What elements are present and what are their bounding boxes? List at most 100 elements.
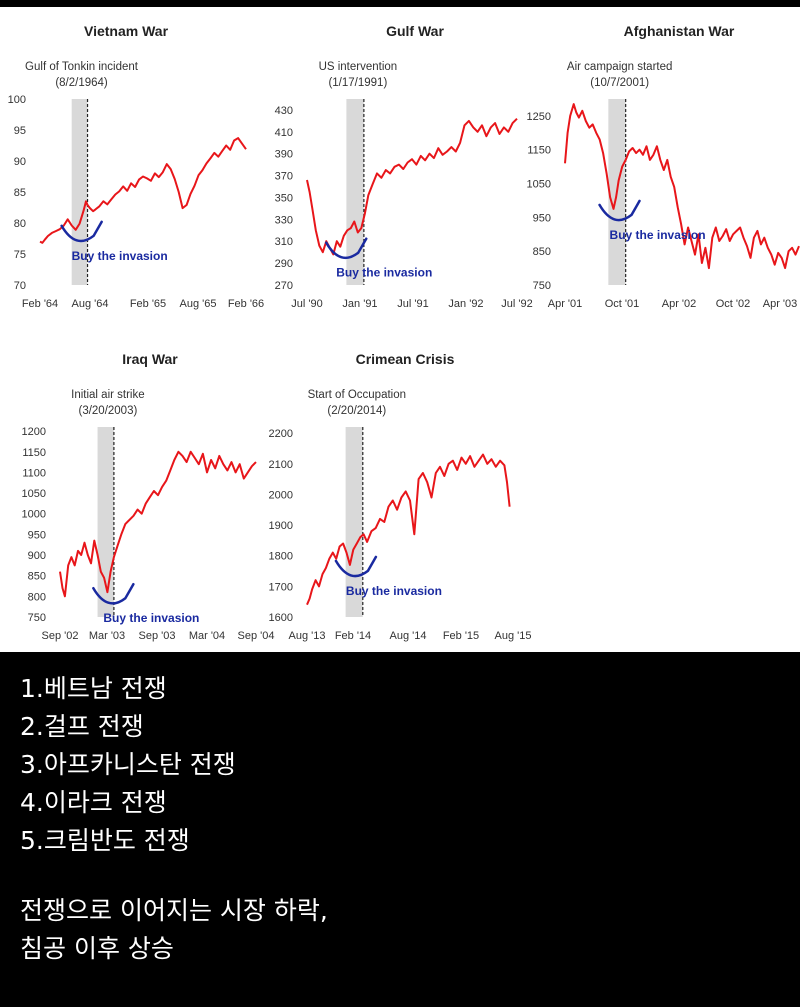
y-tick-label: 70: [14, 280, 26, 292]
pre-invasion-shade: [97, 427, 114, 617]
x-tick-label: Jan '92: [448, 298, 483, 310]
y-tick-label: 2000: [269, 489, 293, 501]
x-tick-label: Jul '92: [501, 298, 532, 310]
x-tick-label: Sep '04: [238, 630, 275, 642]
x-tick-label: Jul '90: [291, 298, 322, 310]
buy-annotation-label: Buy the invasion: [346, 584, 442, 598]
y-tick-label: 80: [14, 218, 26, 230]
y-tick-label: 90: [14, 156, 26, 168]
buy-annotation-curve: [325, 237, 368, 260]
y-tick-label: 800: [28, 591, 46, 603]
event-label: Air campaign started: [567, 61, 672, 73]
x-tick-label: Aug '65: [180, 298, 217, 310]
x-tick-label: Apr '03: [763, 298, 798, 310]
x-tick-label: Feb '64: [22, 298, 58, 310]
caption-text-block: 1.베트남 전쟁 2.걸프 전쟁 3.아프카니스탄 전쟁 4.이라크 전쟁 5.…: [0, 652, 800, 1007]
y-tick-label: 1600: [269, 612, 293, 624]
event-label: US intervention: [319, 61, 398, 73]
chart-panel-vietnam-war: Vietnam War Gulf of Tonkin incident (8/2/1…: [0, 7, 265, 327]
x-tick-label: Apr '01: [548, 298, 583, 310]
buy-annotation-label: Buy the invasion: [336, 266, 432, 280]
chart-svg: Crimean Crisis Start of Occupation (2/20/2…: [269, 351, 532, 642]
top-bar: [0, 0, 800, 7]
x-tick-label: Aug '64: [72, 298, 109, 310]
buy-annotation-curve: [92, 582, 135, 605]
event-date: (10/7/2001): [590, 77, 649, 89]
x-tick-label: Jan '91: [342, 298, 377, 310]
chart-panel-crimean-crisis: Crimean Crisis Start of Occupation (2/20/2…: [265, 335, 532, 655]
buy-annotation-label: Buy the invasion: [103, 611, 199, 625]
caption-line-5: 5.크림반도 전쟁: [20, 826, 190, 855]
y-tick-label: 85: [14, 187, 26, 199]
pre-invasion-shade: [345, 427, 363, 617]
x-tick-label: Oct '02: [716, 298, 751, 310]
y-tick-label: 950: [533, 212, 551, 224]
y-tick-label: 390: [275, 149, 293, 161]
y-tick-label: 1050: [527, 179, 551, 191]
buy-annotation-label: Buy the invasion: [72, 249, 168, 263]
y-tick-label: 950: [28, 529, 46, 541]
price-series-line: [306, 453, 511, 606]
buy-annotation-label: Buy the invasion: [610, 228, 706, 242]
y-tick-label: 350: [275, 192, 293, 204]
y-tick-label: 1100: [22, 467, 46, 479]
chart-title: Gulf War: [386, 23, 444, 39]
buy-annotation-curve: [334, 555, 378, 578]
caption-line-3: 3.아프카니스탄 전쟁: [20, 750, 236, 779]
x-tick-label: Feb '14: [335, 630, 371, 642]
x-tick-label: Feb '15: [443, 630, 479, 642]
x-tick-label: Oct '01: [605, 298, 640, 310]
y-tick-label: 75: [14, 249, 26, 261]
x-tick-label: Feb '66: [228, 298, 264, 310]
y-tick-label: 1800: [269, 551, 293, 563]
y-tick-label: 430: [275, 105, 293, 117]
y-tick-label: 850: [28, 571, 46, 583]
y-tick-label: 1250: [527, 111, 551, 123]
chart-title: Afghanistan War: [624, 23, 735, 39]
price-series-line: [306, 117, 518, 256]
chart-title: Vietnam War: [84, 23, 169, 39]
y-tick-label: 1900: [269, 520, 293, 532]
buy-annotation-curve: [60, 220, 103, 243]
x-tick-label: Jul '91: [397, 298, 428, 310]
caption-line-1: 1.베트남 전쟁: [20, 674, 167, 703]
y-tick-label: 1700: [269, 581, 293, 593]
y-tick-label: 2200: [269, 428, 293, 440]
x-tick-label: Apr '02: [662, 298, 697, 310]
event-date: (3/20/2003): [78, 405, 137, 417]
pre-invasion-shade: [71, 99, 88, 285]
event-date: (2/20/2014): [327, 405, 386, 417]
price-series-line: [59, 450, 257, 598]
x-tick-label: Aug '13: [289, 630, 326, 642]
event-date: (8/2/1964): [55, 77, 108, 89]
chart-grid: Vietnam War Gulf of Tonkin incident (8/2/1…: [0, 7, 800, 652]
chart-svg: Vietnam War Gulf of Tonkin incident (8/2/1…: [8, 23, 265, 310]
x-tick-label: Mar '03: [89, 630, 125, 642]
chart-svg: Iraq War Initial air strike (3/20/2003) 750…: [22, 351, 275, 642]
y-tick-label: 95: [14, 125, 26, 137]
x-tick-label: Feb '65: [130, 298, 166, 310]
y-tick-label: 310: [275, 236, 293, 248]
y-tick-label: 1200: [22, 426, 46, 438]
chart-panel-gulf-war: Gulf War US intervention (1/17/1991) 270 290…: [265, 7, 533, 327]
caption-summary-line-2: 침공 이후 상승: [20, 934, 174, 963]
y-tick-label: 410: [275, 127, 293, 139]
event-label: Initial air strike: [71, 389, 145, 401]
y-tick-label: 270: [275, 280, 293, 292]
chart-svg: Afghanistan War Air campaign started (10/7…: [527, 23, 800, 310]
price-series-line: [564, 103, 800, 270]
y-tick-label: 850: [533, 246, 551, 258]
y-tick-label: 750: [28, 612, 46, 624]
x-tick-label: Mar '04: [189, 630, 225, 642]
event-label: Gulf of Tonkin incident: [25, 61, 139, 73]
chart-svg: Gulf War US intervention (1/17/1991) 270 290…: [275, 23, 533, 310]
y-tick-label: 1150: [22, 447, 46, 459]
y-tick-label: 1050: [22, 488, 46, 500]
event-label: Start of Occupation: [308, 389, 406, 401]
x-tick-label: Sep '02: [42, 630, 79, 642]
price-series-line: [39, 137, 247, 244]
y-tick-label: 2100: [269, 459, 293, 471]
buy-annotation-curve: [598, 199, 641, 222]
chart-panel-afghanistan-war: Afghanistan War Air campaign started (10/7…: [525, 7, 800, 327]
caption-line-4: 4.이라크 전쟁: [20, 788, 167, 817]
